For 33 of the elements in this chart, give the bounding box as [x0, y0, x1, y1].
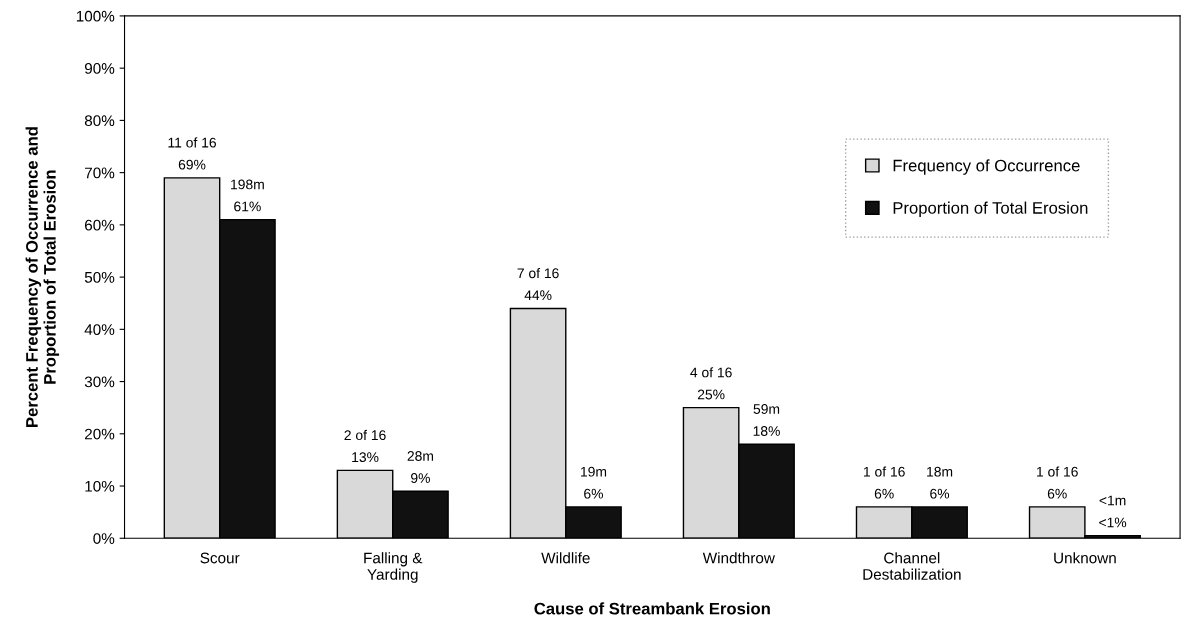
x-tick-label: Wildlife	[541, 552, 590, 564]
data-label: 59m 18%	[753, 404, 780, 436]
data-label: 2 of 16 13%	[344, 429, 386, 463]
y-tick-label: 50%	[84, 271, 115, 283]
x-axis-title: Cause of Streambank Erosion	[534, 602, 770, 615]
y-axis-title: Percent Frequency of Occurrence and Proportion of Total Erosion	[25, 127, 60, 427]
y-tick-label: 70%	[85, 167, 115, 179]
y-tick-label: 40%	[84, 324, 115, 336]
y-tick-label: 10%	[85, 480, 115, 492]
data-label: 1 of 16 6%	[1037, 466, 1078, 499]
y-tick-label: 60%	[85, 219, 115, 231]
data-label: 4 of 16 25%	[690, 367, 732, 400]
y-tick-label: 100%	[76, 10, 115, 22]
data-label: 18m 6%	[927, 466, 953, 499]
x-tick-label: Unknown	[1054, 552, 1116, 564]
y-tick-label: 20%	[85, 428, 115, 440]
data-label: <1m <1%	[1099, 495, 1127, 528]
legend-label: Proportion of Total Erosion	[893, 201, 1088, 218]
x-tick-label: Windthrow	[702, 552, 775, 564]
x-tick-label: Channel Destabilization	[863, 552, 961, 580]
data-label: 1 of 16 6%	[864, 466, 905, 499]
legend-label: Frequency of Occurrence	[893, 159, 1080, 175]
data-label: 7 of 16 44%	[517, 267, 559, 301]
y-tick-label: 0%	[93, 533, 115, 544]
y-tick-label: 30%	[84, 376, 115, 388]
y-tick-label: 90%	[84, 63, 115, 74]
x-tick-label: Falling & Yarding	[364, 552, 423, 583]
data-label: 19m 6%	[581, 466, 607, 499]
data-label: 28m 9%	[407, 451, 434, 483]
data-label: 11 of 16 69%	[168, 137, 216, 170]
y-tick-label: 80%	[84, 115, 115, 127]
x-tick-label: Scour	[200, 552, 240, 564]
data-label: 198m 61%	[231, 179, 264, 212]
